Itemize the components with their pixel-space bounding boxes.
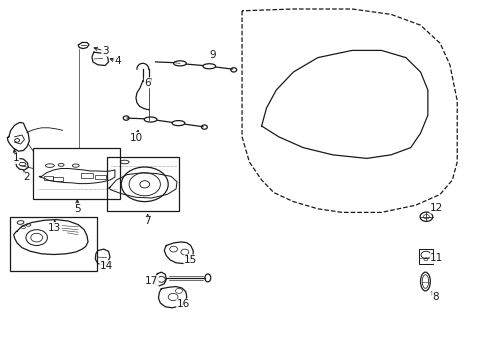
Bar bbox=[95, 175, 106, 179]
Text: 12: 12 bbox=[429, 203, 443, 213]
Bar bbox=[53, 177, 62, 181]
Text: 9: 9 bbox=[209, 50, 216, 60]
Text: 17: 17 bbox=[144, 276, 158, 286]
Text: 7: 7 bbox=[144, 216, 151, 226]
Bar bbox=[33, 148, 120, 199]
Text: 2: 2 bbox=[23, 172, 30, 182]
Text: 16: 16 bbox=[176, 299, 190, 309]
Text: 14: 14 bbox=[100, 261, 113, 271]
Bar bbox=[10, 217, 97, 271]
Text: 8: 8 bbox=[431, 292, 438, 302]
Text: 1: 1 bbox=[12, 153, 19, 163]
Text: 13: 13 bbox=[48, 222, 61, 233]
Text: 3: 3 bbox=[102, 46, 108, 56]
Bar bbox=[44, 176, 53, 180]
Text: 6: 6 bbox=[144, 78, 151, 88]
Bar bbox=[81, 173, 93, 178]
Text: 5: 5 bbox=[74, 204, 81, 214]
Text: 10: 10 bbox=[129, 132, 142, 143]
Text: 4: 4 bbox=[114, 56, 121, 66]
Text: 15: 15 bbox=[183, 255, 197, 265]
Text: 11: 11 bbox=[429, 253, 443, 264]
Bar bbox=[418, 249, 432, 264]
Bar bbox=[106, 157, 179, 211]
